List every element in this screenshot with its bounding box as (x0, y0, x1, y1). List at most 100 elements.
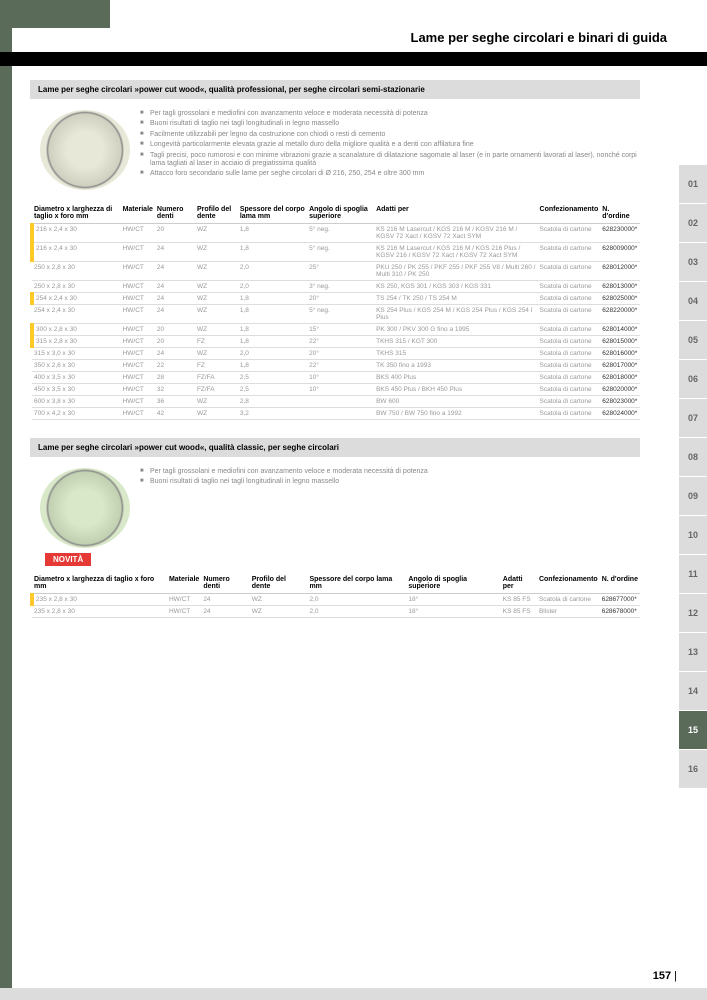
table-cell: 2,5 (238, 372, 307, 384)
table-cell: WZ (195, 324, 238, 336)
table-cell: FZ (195, 336, 238, 348)
table-cell: TS 254 / TK 250 / TS 254 M (374, 293, 537, 305)
table-cell: WZ (195, 243, 238, 262)
side-tab-08[interactable]: 08 (679, 438, 707, 476)
blade-image-2: NOVITÀ (40, 468, 130, 548)
side-tab-14[interactable]: 14 (679, 672, 707, 710)
table-cell: 628220000* (600, 305, 640, 324)
table-cell: Scatola di cartone (538, 372, 601, 384)
column-header: Spessore del corpo lama mm (307, 573, 406, 594)
table-cell: PKU 250 / PK 255 / PKF 255 / PKF 255 V8 … (374, 262, 537, 281)
side-tabs: 01020304050607080910111213141516 (679, 165, 707, 789)
side-tab-09[interactable]: 09 (679, 477, 707, 515)
novita-badge: NOVITÀ (45, 553, 91, 566)
table-cell: Scatola di cartone (538, 336, 601, 348)
table-cell: 2,5 (238, 384, 307, 396)
table-cell: 5° neg. (307, 305, 374, 324)
table-row: 600 x 3,8 x 30HW/CT36WZ2,8BW 600Scatola … (32, 396, 640, 408)
table-cell: 300 x 2,8 x 30 (32, 324, 121, 336)
table-cell: 42 (155, 408, 195, 420)
side-tab-06[interactable]: 06 (679, 360, 707, 398)
side-tab-12[interactable]: 12 (679, 594, 707, 632)
side-tab-04[interactable]: 04 (679, 282, 707, 320)
table-cell: 628230000* (600, 224, 640, 243)
table-cell: 235 x 2,8 x 30 (32, 594, 167, 606)
table-cell: 18° (406, 594, 500, 606)
side-tab-01[interactable]: 01 (679, 165, 707, 203)
table-cell: BW 750 / BW 750 fino a 1992 (374, 408, 537, 420)
side-tab-02[interactable]: 02 (679, 204, 707, 242)
table-cell: 24 (201, 606, 249, 618)
table-cell: WZ (195, 262, 238, 281)
table-cell: 628012000* (600, 262, 640, 281)
table-cell: HW/CT (121, 324, 155, 336)
table-cell: HW/CT (121, 348, 155, 360)
table-cell: 18° (406, 606, 500, 618)
column-header: Adatti per (501, 573, 537, 594)
section2-bullets: Per tagli grossolani e mediofini con ava… (140, 463, 640, 553)
table-cell: HW/CT (121, 262, 155, 281)
table-cell: WZ (250, 594, 308, 606)
table-cell: 628024000* (600, 408, 640, 420)
side-tab-07[interactable]: 07 (679, 399, 707, 437)
table-cell: 3° neg. (307, 281, 374, 293)
table-cell: 628677000* (600, 594, 640, 606)
table-cell: Scatola di cartone (538, 360, 601, 372)
table-cell: 20 (155, 336, 195, 348)
top-tab (0, 0, 110, 28)
table-cell: HW/CT (121, 336, 155, 348)
table-cell: 1,8 (238, 336, 307, 348)
table-row: 216 x 2,4 x 30HW/CT20WZ1,85° neg.KS 216 … (32, 224, 640, 243)
left-stripe (0, 0, 12, 1000)
side-tab-10[interactable]: 10 (679, 516, 707, 554)
table-cell: 315 x 2,8 x 30 (32, 336, 121, 348)
column-header: Angolo di spoglia superiore (307, 203, 374, 224)
column-header: Diametro x larghezza di taglio x foro mm (32, 573, 167, 594)
table-cell: WZ (195, 305, 238, 324)
table-cell: 24 (155, 262, 195, 281)
table-cell: WZ (250, 606, 308, 618)
page-number: 157 (653, 970, 677, 982)
table-cell: 2,0 (238, 281, 307, 293)
side-tab-16[interactable]: 16 (679, 750, 707, 788)
table-row: 254 x 2,4 x 30HW/CT24WZ1,820°TS 254 / TK… (32, 293, 640, 305)
table-cell: 628020000* (600, 384, 640, 396)
column-header: Confezionamento (537, 573, 600, 594)
side-tab-13[interactable]: 13 (679, 633, 707, 671)
table-cell: 2,0 (238, 262, 307, 281)
table-cell: WZ (195, 348, 238, 360)
section2-header: Lame per seghe circolari »power cut wood… (30, 438, 640, 457)
table-cell: 1,8 (238, 293, 307, 305)
side-tab-05[interactable]: 05 (679, 321, 707, 359)
table-cell: 15° (307, 324, 374, 336)
table-cell: WZ (195, 224, 238, 243)
table-cell: 22 (155, 360, 195, 372)
table-cell: WZ (195, 396, 238, 408)
side-tab-03[interactable]: 03 (679, 243, 707, 281)
table-cell: 628014000* (600, 324, 640, 336)
table-cell: FZ (195, 360, 238, 372)
column-header: N. d'ordine (600, 573, 640, 594)
table-cell: 24 (155, 281, 195, 293)
table-cell: BW 600 (374, 396, 537, 408)
table-cell: 2,0 (307, 594, 406, 606)
side-tab-15[interactable]: 15 (679, 711, 707, 749)
table-cell: 254 x 2,4 x 30 (32, 305, 121, 324)
column-header: Profilo del dente (195, 203, 238, 224)
table-row: 250 x 2,8 x 30HW/CT24WZ2,025°PKU 250 / P… (32, 262, 640, 281)
table-cell: 24 (155, 348, 195, 360)
table-row: 235 x 2,8 x 30HW/CT24WZ2,018°KS 85 FSSca… (32, 594, 640, 606)
table-cell: WZ (195, 281, 238, 293)
table-cell: FZ/FA (195, 384, 238, 396)
table-cell: 3,2 (238, 408, 307, 420)
table-cell: 32 (155, 384, 195, 396)
table-cell: PK 300 / PKV 300 G fino a 1995 (374, 324, 537, 336)
table-cell: Scatola di cartone (538, 281, 601, 293)
table-cell: 20 (155, 324, 195, 336)
table-cell: 1,8 (238, 243, 307, 262)
table-cell: 24 (155, 293, 195, 305)
table-cell: HW/CT (121, 408, 155, 420)
table-cell: BKS 400 Plus (374, 372, 537, 384)
side-tab-11[interactable]: 11 (679, 555, 707, 593)
table-cell: 1,8 (238, 305, 307, 324)
